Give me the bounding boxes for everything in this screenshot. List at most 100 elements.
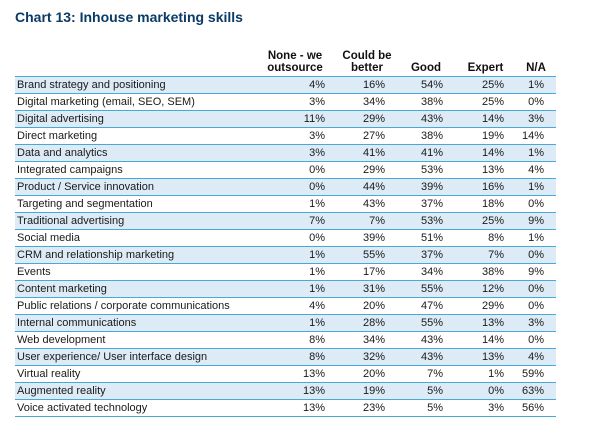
row-value: 44% <box>337 178 397 196</box>
row-value: 20% <box>337 297 397 315</box>
table-row: Virtual reality 13% 20% 7% 1% 59% <box>15 365 556 383</box>
row-value: 56% <box>516 399 556 417</box>
row-value: 11% <box>253 110 337 128</box>
row-value: 3% <box>253 127 337 145</box>
row-value: 0% <box>516 93 556 111</box>
row-value: 7% <box>337 212 397 230</box>
row-label: Public relations / corporate communicati… <box>15 297 253 315</box>
row-value: 29% <box>337 110 397 128</box>
table-row: User experience/ User interface design 8%… <box>15 348 556 366</box>
row-value: 3% <box>455 399 516 417</box>
column-header-good: Good <box>397 45 455 77</box>
row-value: 19% <box>337 382 397 400</box>
row-value: 13% <box>455 314 516 332</box>
row-label: Social media <box>15 229 253 247</box>
row-value: 63% <box>516 382 556 400</box>
table-header-row: None - we outsource Could be better Good… <box>15 45 556 77</box>
row-value: 1% <box>253 195 337 213</box>
row-value: 20% <box>337 365 397 383</box>
row-value: 53% <box>397 161 455 179</box>
row-value: 13% <box>455 161 516 179</box>
row-value: 3% <box>516 110 556 128</box>
row-value: 43% <box>397 348 455 366</box>
row-value: 53% <box>397 212 455 230</box>
row-label: Brand strategy and positioning <box>15 76 253 94</box>
table-row: Events 1% 17% 34% 38% 9% <box>15 263 556 281</box>
page-title: Chart 13: Inhouse marketing skills <box>15 9 243 25</box>
row-label: Events <box>15 263 253 281</box>
row-value: 0% <box>253 161 337 179</box>
row-value: 43% <box>337 195 397 213</box>
table-row: Digital advertising 11% 29% 43% 14% 3% <box>15 110 556 128</box>
row-value: 51% <box>397 229 455 247</box>
row-value: 5% <box>397 382 455 400</box>
row-label: Direct marketing <box>15 127 253 145</box>
row-value: 38% <box>397 93 455 111</box>
row-label: Augmented reality <box>15 382 253 400</box>
row-value: 13% <box>253 365 337 383</box>
row-value: 17% <box>337 263 397 281</box>
row-value: 0% <box>253 229 337 247</box>
row-label: Targeting and segmentation <box>15 195 253 213</box>
table-row: CRM and relationship marketing 1% 55% 37% 7%… <box>15 246 556 264</box>
row-value: 1% <box>516 76 556 94</box>
row-value: 59% <box>516 365 556 383</box>
row-label: Product / Service innovation <box>15 178 253 196</box>
row-value: 37% <box>397 246 455 264</box>
row-label: Web development <box>15 331 253 349</box>
row-label: CRM and relationship marketing <box>15 246 253 264</box>
row-value: 18% <box>455 195 516 213</box>
row-value: 4% <box>253 76 337 94</box>
row-label: Content marketing <box>15 280 253 298</box>
row-value: 14% <box>455 331 516 349</box>
row-label: Data and analytics <box>15 144 253 162</box>
row-value: 28% <box>337 314 397 332</box>
row-value: 4% <box>253 297 337 315</box>
row-value: 41% <box>397 144 455 162</box>
table-row: Digital marketing (email, SEO, SEM) 3% 34%… <box>15 93 556 111</box>
row-value: 0% <box>516 297 556 315</box>
row-value: 3% <box>516 314 556 332</box>
row-value: 29% <box>455 297 516 315</box>
column-header-na: N/A <box>516 45 556 77</box>
row-value: 13% <box>253 382 337 400</box>
row-value: 34% <box>337 93 397 111</box>
row-value: 1% <box>253 246 337 264</box>
row-value: 16% <box>455 178 516 196</box>
row-value: 1% <box>253 263 337 281</box>
row-value: 38% <box>455 263 516 281</box>
row-value: 16% <box>337 76 397 94</box>
row-value: 39% <box>337 229 397 247</box>
row-value: 25% <box>455 93 516 111</box>
column-header-outsource: None - we outsource <box>253 45 337 77</box>
row-value: 0% <box>455 382 516 400</box>
row-value: 55% <box>397 280 455 298</box>
table-row: Direct marketing 3% 27% 38% 19% 14% <box>15 127 556 145</box>
row-value: 4% <box>516 348 556 366</box>
row-value: 27% <box>337 127 397 145</box>
table-row: Social media 0% 39% 51% 8% 1% <box>15 229 556 247</box>
row-label: Integrated campaigns <box>15 161 253 179</box>
table-row: Public relations / corporate communicati… <box>15 297 556 315</box>
row-value: 1% <box>253 314 337 332</box>
column-header-label <box>15 45 253 77</box>
row-value: 41% <box>337 144 397 162</box>
row-value: 8% <box>253 348 337 366</box>
row-label: User experience/ User interface design <box>15 348 253 366</box>
row-value: 19% <box>455 127 516 145</box>
table-row: Product / Service innovation 0% 44% 39% 16% 1… <box>15 178 556 196</box>
row-value: 9% <box>516 212 556 230</box>
row-value: 8% <box>253 331 337 349</box>
row-value: 38% <box>397 127 455 145</box>
row-value: 3% <box>253 144 337 162</box>
column-header-expert: Expert <box>455 45 516 77</box>
row-value: 1% <box>253 280 337 298</box>
row-value: 7% <box>455 246 516 264</box>
table-row: Augmented reality 13% 19% 5% 0% 63% <box>15 382 556 400</box>
row-value: 23% <box>337 399 397 417</box>
row-value: 25% <box>455 76 516 94</box>
row-value: 55% <box>397 314 455 332</box>
row-value: 0% <box>516 331 556 349</box>
row-label: Digital marketing (email, SEO, SEM) <box>15 93 253 111</box>
row-label: Voice activated technology <box>15 399 253 417</box>
